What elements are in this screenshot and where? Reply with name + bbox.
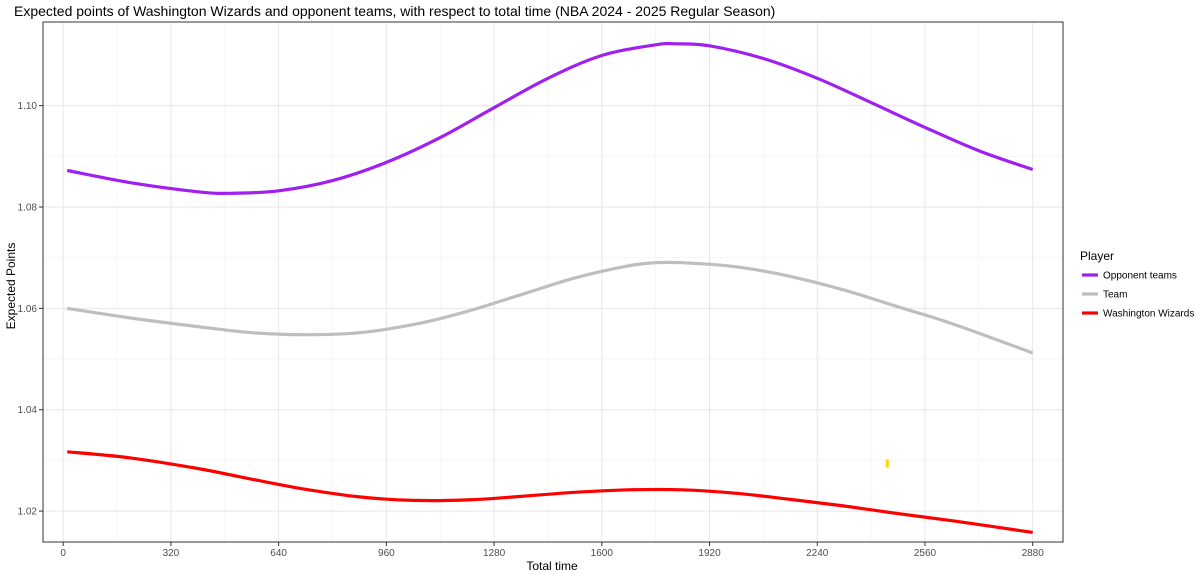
x-tick-label: 1920 — [698, 548, 721, 559]
y-tick-label: 1.02 — [18, 507, 38, 518]
plot-background — [43, 22, 1063, 542]
y-tick-label: 1.10 — [18, 101, 38, 112]
legend-label-opponent-teams: Opponent teams — [1103, 271, 1177, 282]
y-axis-title: Expected Points — [4, 243, 18, 330]
x-tick-label: 1600 — [591, 548, 614, 559]
x-axis-title: Total time — [526, 559, 578, 573]
x-tick-label: 2560 — [914, 548, 937, 559]
legend-title: Player — [1080, 249, 1114, 263]
y-tick-label: 1.04 — [18, 405, 38, 416]
x-tick-label: 1280 — [483, 548, 506, 559]
x-axis: 0 320 640 960 1280 1600 1920 2240 2560 2880 — [60, 542, 1044, 559]
legend-label-team: Team — [1103, 290, 1127, 301]
x-tick-label: 320 — [163, 548, 180, 559]
y-tick-label: 1.06 — [18, 304, 38, 315]
y-axis: 1.02 1.04 1.06 1.08 1.10 — [18, 101, 43, 518]
series-layer — [66, 41, 1034, 534]
legend-label-washington-wizards: Washington Wizards — [1103, 309, 1194, 320]
chart-title: Expected points of Washington Wizards an… — [14, 3, 776, 19]
x-tick-label: 960 — [378, 548, 395, 559]
x-tick-label: 640 — [270, 548, 287, 559]
series-line-opponent-teams — [66, 41, 1034, 196]
series-line-washington-wizards — [67, 450, 1033, 534]
x-tick-label: 2880 — [1022, 548, 1045, 559]
x-tick-label: 0 — [60, 548, 66, 559]
x-tick-label: 2240 — [806, 548, 829, 559]
y-tick-label: 1.08 — [18, 202, 38, 213]
plot-area — [42, 21, 1064, 543]
plot-border — [42, 21, 1064, 543]
legend: Player Opponent teams Team Washington Wiza… — [1080, 249, 1194, 320]
series-line-team — [66, 260, 1034, 355]
